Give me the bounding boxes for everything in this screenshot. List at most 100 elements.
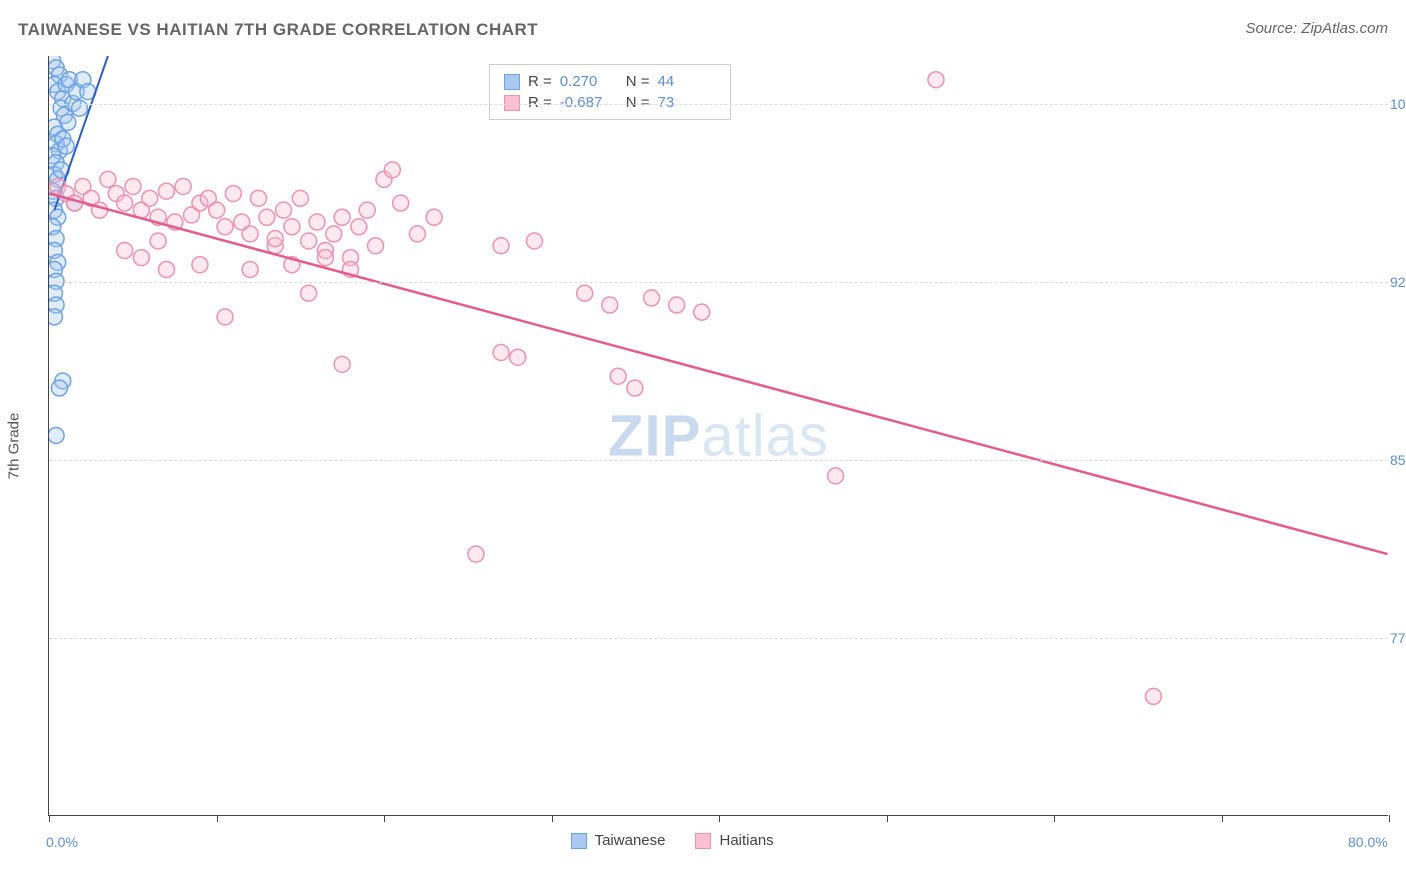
scatter-point — [200, 190, 216, 206]
scatter-point — [602, 297, 618, 313]
scatter-point — [49, 136, 64, 152]
scatter-point — [133, 250, 149, 266]
x-tick — [887, 815, 888, 822]
scatter-point — [368, 238, 384, 254]
scatter-point — [49, 309, 62, 325]
legend-n-label: N = — [626, 94, 650, 111]
scatter-point — [100, 171, 116, 187]
x-tick — [1222, 815, 1223, 822]
scatter-point — [267, 238, 283, 254]
series-legend-item: Haitians — [695, 832, 773, 849]
scatter-point — [694, 304, 710, 320]
y-tick-label: 92.5% — [1390, 274, 1406, 290]
scatter-point — [68, 84, 84, 100]
scatter-point — [184, 207, 200, 223]
legend-r-value: 0.270 — [560, 73, 618, 90]
scatter-point — [627, 380, 643, 396]
legend-swatch — [504, 95, 520, 111]
scatter-point — [49, 148, 61, 164]
scatter-point — [108, 186, 124, 202]
scatter-point — [376, 171, 392, 187]
scatter-point — [117, 195, 133, 211]
scatter-point — [150, 209, 166, 225]
scatter-point — [284, 219, 300, 235]
x-tick — [217, 815, 218, 822]
scatter-point — [49, 202, 62, 218]
scatter-point — [51, 380, 67, 396]
scatter-point — [1145, 688, 1161, 704]
scatter-point — [51, 67, 67, 83]
legend-swatch — [504, 74, 520, 90]
scatter-point — [55, 131, 71, 147]
chart-container: TAIWANESE VS HAITIAN 7TH GRADE CORRELATI… — [0, 0, 1406, 892]
scatter-point — [209, 202, 225, 218]
scatter-point — [928, 72, 944, 88]
scatter-point — [49, 428, 64, 444]
scatter-point — [56, 107, 72, 123]
scatter-point — [242, 226, 258, 242]
scatter-point — [61, 72, 77, 88]
scatter-point — [250, 190, 266, 206]
scatter-point — [342, 250, 358, 266]
scatter-point — [510, 349, 526, 365]
scatter-point — [359, 202, 375, 218]
legend-swatch — [695, 833, 711, 849]
scatter-point — [158, 261, 174, 277]
scatter-point — [192, 195, 208, 211]
scatter-point — [167, 214, 183, 230]
legend-n-label: N = — [626, 73, 650, 90]
scatter-point — [527, 233, 543, 249]
correlation-legend: R =0.270N =44R =-0.687N =73 — [489, 64, 731, 120]
scatter-point — [225, 186, 241, 202]
x-tick — [719, 815, 720, 822]
scatter-point — [49, 76, 62, 92]
scatter-point — [66, 195, 82, 211]
plot-area: ZIPatlas R =0.270N =44R =-0.687N =73 77.… — [48, 56, 1388, 816]
scatter-point — [58, 76, 74, 92]
scatter-point — [334, 209, 350, 225]
scatter-point — [83, 190, 99, 206]
series-legend-label: Haitians — [719, 832, 773, 849]
x-tick — [384, 815, 385, 822]
scatter-point — [426, 209, 442, 225]
y-tick-label: 77.5% — [1390, 630, 1406, 646]
scatter-point — [217, 309, 233, 325]
scatter-point — [334, 356, 350, 372]
scatter-point — [577, 285, 593, 301]
legend-r-value: -0.687 — [560, 94, 618, 111]
scatter-point — [75, 72, 91, 88]
x-tick — [1054, 815, 1055, 822]
watermark-atlas: atlas — [701, 403, 829, 468]
trend-line — [54, 56, 108, 210]
source-attribution: Source: ZipAtlas.com — [1245, 20, 1388, 37]
scatter-point — [259, 209, 275, 225]
scatter-point — [49, 231, 64, 247]
scatter-point — [175, 178, 191, 194]
scatter-point — [301, 285, 317, 301]
x-tick — [552, 815, 553, 822]
scatter-point — [50, 171, 66, 187]
scatter-point — [58, 138, 74, 154]
scatter-point — [50, 126, 66, 142]
series-legend: Taiwanese Haitians — [571, 832, 774, 849]
scatter-point — [493, 238, 509, 254]
scatter-point — [267, 231, 283, 247]
y-tick-label: 85.0% — [1390, 452, 1406, 468]
scatter-point — [49, 243, 62, 259]
scatter-point — [80, 84, 96, 100]
scatter-point — [49, 155, 64, 171]
scatter-point — [317, 250, 333, 266]
scatter-point — [217, 219, 233, 235]
watermark-zip: ZIP — [608, 403, 701, 468]
scatter-point — [276, 202, 292, 218]
x-tick — [1389, 815, 1390, 822]
series-legend-item: Taiwanese — [571, 832, 666, 849]
legend-row: R =-0.687N =73 — [490, 92, 730, 113]
scatter-point — [342, 261, 358, 277]
scatter-point — [192, 257, 208, 273]
series-legend-label: Taiwanese — [595, 832, 666, 849]
x-axis-min-label: 0.0% — [46, 834, 78, 850]
scatter-point — [60, 114, 76, 130]
scatter-point — [125, 178, 141, 194]
scatter-point — [234, 214, 250, 230]
